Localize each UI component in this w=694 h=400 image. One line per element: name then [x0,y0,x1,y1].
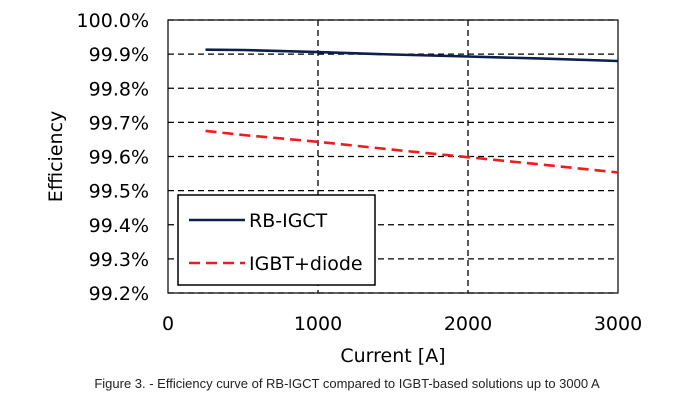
x-tick-label: 2000 [444,313,492,335]
y-tick-label: 99.2% [89,283,149,305]
series-line-igbt-diode [205,129,619,174]
series-layer [205,48,619,174]
y-tick-label: 99.8% [89,78,149,100]
plot-border [167,19,619,294]
x-axis-title: Current [A] [340,345,445,367]
plot-frame [167,19,619,294]
y-tick-label: 99.4% [89,215,149,237]
series-line-rb-igct [205,48,619,63]
x-tick-label: 3000 [594,313,642,335]
y-tick-label: 100.0% [77,10,149,32]
legend-label: RB-IGCT [249,210,328,232]
tick-labels: 99.2% 99.3% 99.4% 99.5% 99.6% 99.7% 99.8% 99.9%… [77,10,643,335]
legend-box [177,194,376,286]
y-tick-label: 99.5% [89,181,149,203]
y-tick-label: 99.6% [89,147,149,169]
y-axis-title: Efficiency [45,111,67,203]
y-tick-label: 99.3% [89,249,149,271]
y-tick-label: 99.9% [89,44,149,66]
x-tick-label: 0 [162,313,174,335]
y-tick-label: 99.7% [89,112,149,134]
efficiency-chart: 99.2% 99.3% 99.4% 99.5% 99.6% 99.7% 99.8% 99.9%… [45,10,643,367]
x-tick-label: 1000 [294,313,342,335]
figure-caption: Figure 3. - Efficiency curve of RB-IGCT … [94,376,600,391]
legend: RB-IGCT IGBT+diode [177,194,376,286]
legend-label: IGBT+diode [249,253,363,275]
